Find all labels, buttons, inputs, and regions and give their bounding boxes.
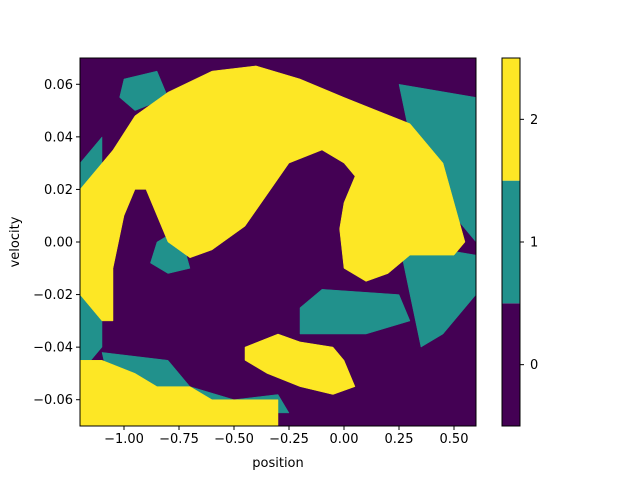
y-axis: 0.06 0.04 0.02 0.00 −0.02 −0.04 −0.06 <box>33 78 80 408</box>
y-tick-label: 0.06 <box>44 78 73 93</box>
x-axis: −1.00 −0.75 −0.50 −0.25 0.00 0.25 0.50 <box>104 426 468 447</box>
colorbar-tick-label: 2 <box>530 113 538 128</box>
x-tick-label: −1.00 <box>104 432 144 447</box>
heatmap-region-class-2 <box>244 333 356 395</box>
colorbar: 0 1 2 <box>501 57 538 427</box>
x-tick-label: −0.50 <box>214 432 254 447</box>
y-tick-label: −0.04 <box>33 341 73 356</box>
colorbar-segment <box>502 180 520 304</box>
x-tick-label: 0.00 <box>330 432 359 447</box>
x-axis-label: position <box>252 456 304 471</box>
plot-area <box>80 58 476 426</box>
y-axis-label: velocity <box>8 216 23 267</box>
heatmap-region-class-2 <box>80 65 466 322</box>
x-tick-label: −0.25 <box>269 432 309 447</box>
colorbar-tick-label: 0 <box>530 358 538 373</box>
y-tick-label: 0.02 <box>44 183 73 198</box>
colorbar-segment <box>502 303 520 426</box>
y-tick-label: −0.02 <box>33 288 73 303</box>
y-tick-label: 0.04 <box>44 130 73 145</box>
heatmap-region-class-1 <box>299 289 411 335</box>
colorbar-tick-label: 1 <box>530 236 538 251</box>
y-tick-label: −0.06 <box>33 393 73 408</box>
colorbar-segment <box>502 58 520 181</box>
y-tick-label: 0.00 <box>44 236 73 251</box>
heatmap-region-class-1 <box>398 241 476 348</box>
x-tick-label: 0.50 <box>440 432 469 447</box>
x-tick-label: 0.25 <box>385 432 414 447</box>
heatmap-region-class-2 <box>80 360 279 426</box>
x-tick-label: −0.75 <box>159 432 199 447</box>
